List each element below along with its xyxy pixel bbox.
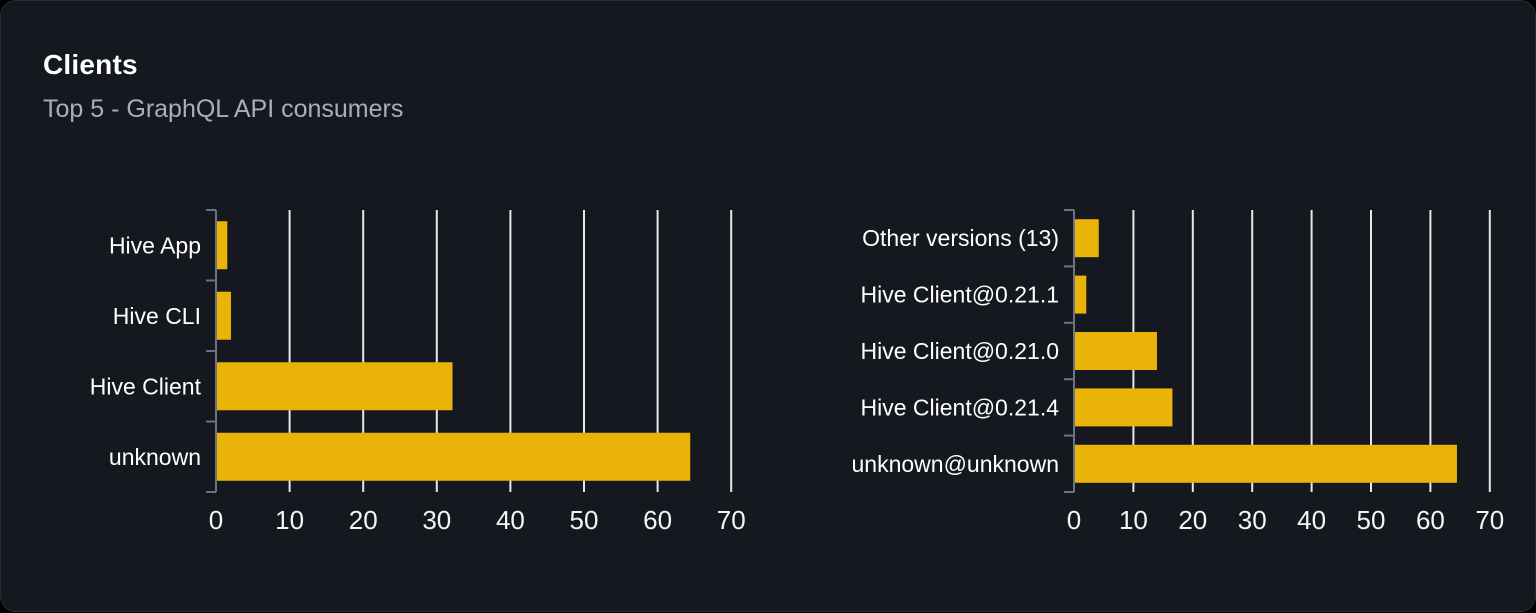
x-tick-label: 30: [422, 505, 451, 535]
x-tick-label: 0: [209, 505, 223, 535]
category-label: Hive Client@0.21.0: [861, 338, 1060, 364]
x-tick-label: 70: [717, 505, 746, 535]
bar-Hive Client[interactable]: [217, 362, 453, 411]
bar-unknown@unknown[interactable]: [1075, 444, 1457, 483]
card-subtitle: Top 5 - GraphQL API consumers: [43, 95, 404, 123]
x-tick-label: 50: [1357, 505, 1386, 535]
bar-Hive Client@0.21.0[interactable]: [1075, 332, 1157, 370]
bar-Other versions (13)[interactable]: [1075, 219, 1099, 258]
x-tick-label: 50: [570, 505, 599, 535]
chart-top-clients: Hive App Hive CLI Hive Client unknown 0 10 20 3…: [90, 209, 746, 535]
bar-Hive Client@0.21.1[interactable]: [1075, 275, 1087, 314]
x-tick-label: 40: [1297, 505, 1326, 535]
category-label: unknown@unknown: [852, 451, 1059, 477]
x-tick-label: 70: [1475, 505, 1504, 535]
category-label: unknown: [109, 444, 201, 470]
category-label: Hive Client@0.21.4: [861, 394, 1060, 420]
x-tick-label: 0: [1067, 505, 1081, 535]
x-tick-label: 30: [1238, 505, 1267, 535]
x-tick-label: 10: [275, 505, 304, 535]
x-tick-label: 20: [1178, 505, 1207, 535]
page-title: Clients: [43, 49, 138, 80]
x-tick-label: 10: [1119, 505, 1148, 535]
bar-Hive App[interactable]: [217, 221, 228, 270]
bar-unknown[interactable]: [217, 432, 691, 481]
bar-Hive CLI[interactable]: [217, 291, 231, 340]
chart-top-client-versions: Other versions (13) Hive Client@0.21.1 Hiv…: [852, 209, 1504, 535]
category-label: Hive CLI: [113, 303, 201, 329]
category-label: Hive Client: [90, 373, 202, 399]
x-tick-label: 20: [349, 505, 378, 535]
bar-Hive Client@0.21.4[interactable]: [1075, 388, 1173, 427]
category-label: Hive Client@0.21.1: [861, 282, 1060, 308]
category-label: Hive App: [109, 232, 201, 258]
x-tick-label: 60: [643, 505, 672, 535]
x-tick-label: 60: [1416, 505, 1445, 535]
category-label: Other versions (13): [862, 225, 1059, 251]
x-tick-label: 40: [496, 505, 525, 535]
